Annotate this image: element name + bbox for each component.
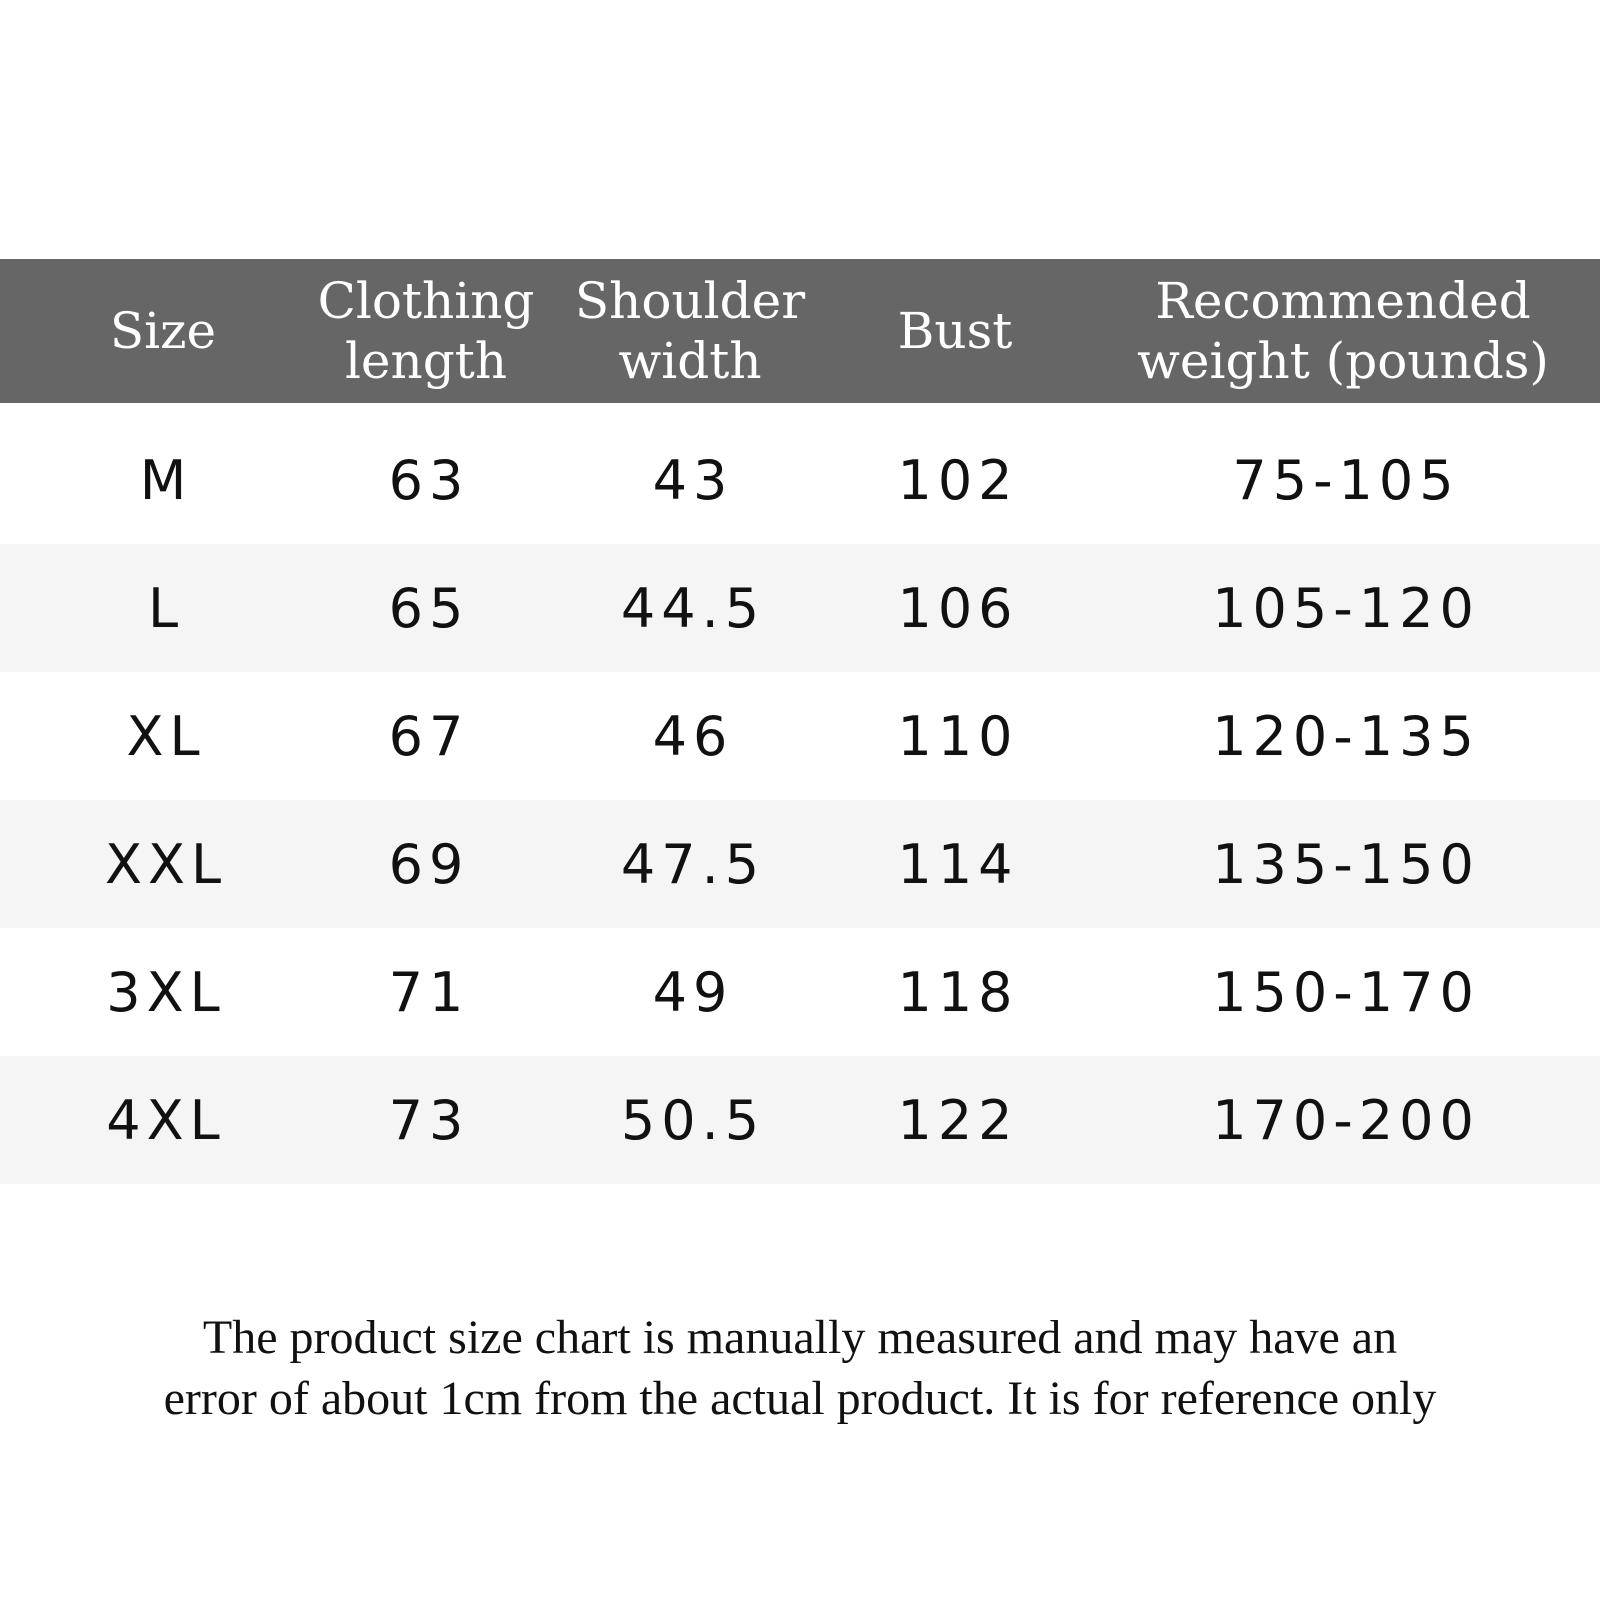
table-cell: 114	[897, 832, 1019, 896]
table-cell: 105-120	[1212, 576, 1480, 640]
table-row: XL 67 46 110 120-135	[0, 672, 1600, 800]
table-cell: XXL	[104, 832, 228, 896]
table-cell: 150-170	[1212, 960, 1480, 1024]
table-cell: XL	[126, 704, 206, 768]
table-cell: 67	[388, 704, 470, 768]
table-cell: 102	[897, 448, 1019, 512]
table-cell: 65	[388, 576, 470, 640]
table-cell: 4XL	[106, 1088, 226, 1152]
table-cell: 50.5	[620, 1088, 766, 1152]
header-cell: Bust	[897, 302, 1013, 360]
header-cell: Shoulder width	[574, 272, 806, 390]
table-cell: 120-135	[1212, 704, 1480, 768]
table-cell: 44.5	[620, 576, 766, 640]
table-row: L 65 44.5 106 105-120	[0, 544, 1600, 672]
table-cell: L	[147, 576, 185, 640]
table-row: 4XL 73 50.5 122 170-200	[0, 1056, 1600, 1184]
header-cell: Clothing length	[317, 272, 535, 390]
header-cell: Size	[109, 302, 217, 360]
table-cell: 110	[897, 704, 1019, 768]
header-cell: Recommended weight (pounds)	[1137, 272, 1549, 390]
table-cell: 106	[897, 576, 1019, 640]
table-cell: 43	[652, 448, 734, 512]
table-row: M 63 43 102 75-105	[0, 416, 1600, 544]
table-cell: 69	[388, 832, 470, 896]
table-cell: 73	[388, 1088, 470, 1152]
table-row: XXL 69 47.5 114 135-150	[0, 800, 1600, 928]
table-cell: M	[139, 448, 193, 512]
table-cell: 63	[388, 448, 470, 512]
table-cell: 118	[897, 960, 1019, 1024]
table-cell: 71	[388, 960, 470, 1024]
table-cell: 47.5	[620, 832, 766, 896]
table-cell: 49	[652, 960, 734, 1024]
note-line-2: error of about 1cm from the actual produ…	[163, 1372, 1437, 1425]
table-header: Size Clothing length Shoulder width Bust Rec…	[0, 259, 1600, 403]
table-cell: 135-150	[1212, 832, 1480, 896]
note-line-1: The product size chart is manually measu…	[202, 1311, 1398, 1364]
table-cell: 3XL	[106, 960, 226, 1024]
table-cell: 46	[652, 704, 734, 768]
table-row: 3XL 71 49 118 150-170	[0, 928, 1600, 1056]
table-cell: 170-200	[1212, 1088, 1480, 1152]
table-cell: 75-105	[1232, 448, 1460, 512]
table-cell: 122	[897, 1088, 1019, 1152]
